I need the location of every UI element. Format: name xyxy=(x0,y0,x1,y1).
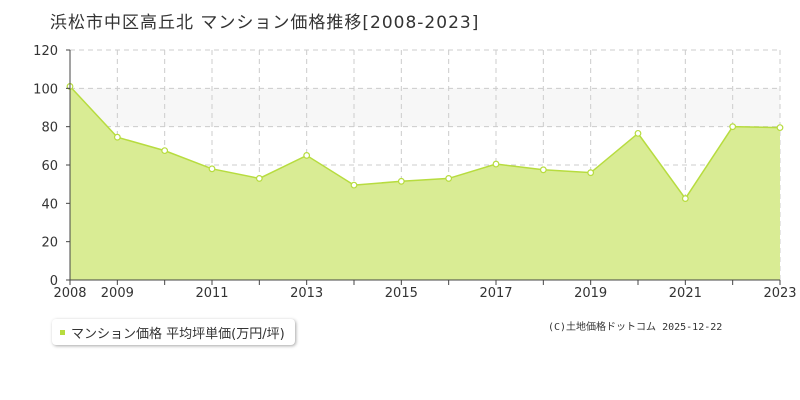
data-point xyxy=(634,129,642,137)
credit-text: (C)土地価格ドットコム 2025-12-22 xyxy=(548,322,723,333)
data-point xyxy=(113,133,121,141)
x-tick-label: 2011 xyxy=(195,286,228,301)
x-tick-label: 2009 xyxy=(101,286,134,301)
data-point xyxy=(255,175,263,182)
x-tick-label: 2023 xyxy=(763,286,796,301)
data-point xyxy=(776,124,784,132)
data-point xyxy=(729,123,737,131)
x-tick-label: 2008 xyxy=(53,286,86,301)
plot-band xyxy=(70,88,780,127)
x-tick-label: 2013 xyxy=(290,286,323,301)
data-point xyxy=(303,152,311,159)
x-tick-label: 2015 xyxy=(385,286,418,301)
data-point xyxy=(539,166,547,174)
series-line xyxy=(69,85,781,200)
x-tick-label: 2019 xyxy=(574,286,607,301)
data-point xyxy=(161,147,169,155)
data-point xyxy=(587,169,595,177)
legend-label: マンション価格 平均坪単価(万円/坪) xyxy=(71,326,285,342)
data-point xyxy=(445,175,453,182)
y-tick-label: 20 xyxy=(41,236,58,251)
legend: マンション価格 平均坪単価(万円/坪) xyxy=(52,319,295,345)
y-tick-label: 60 xyxy=(41,159,58,174)
y-tick-label: 80 xyxy=(41,121,58,136)
legend-swatch xyxy=(60,329,65,335)
x-tick-label: 2021 xyxy=(669,286,702,301)
y-tick-label: 40 xyxy=(41,197,58,212)
y-tick-label: 0 xyxy=(50,274,58,289)
data-point xyxy=(492,160,500,168)
x-tick-label: 2017 xyxy=(479,286,512,301)
y-tick-label: 120 xyxy=(33,44,58,59)
series-area xyxy=(70,86,780,280)
data-point xyxy=(397,177,405,185)
y-tick-label: 100 xyxy=(33,82,58,97)
data-point xyxy=(350,181,358,189)
chart-title: 浜松市中区高丘北 マンション価格推移[2008-2023] xyxy=(50,13,480,33)
data-point xyxy=(208,165,216,173)
data-point xyxy=(681,195,689,202)
